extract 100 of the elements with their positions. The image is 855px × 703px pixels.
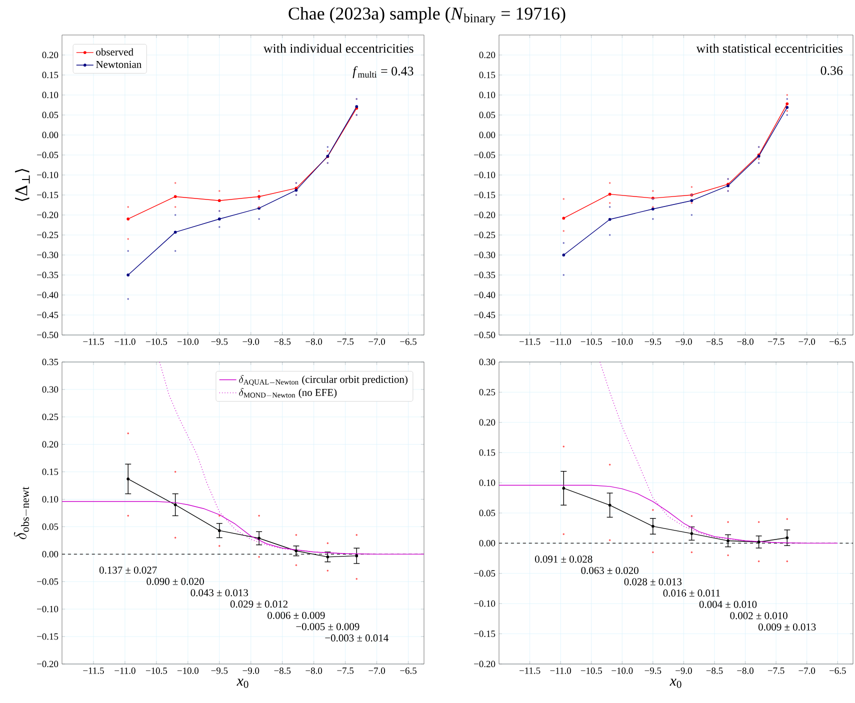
y-tick-label: −0.10 [474,600,496,607]
x-tick-label: −8.0 [737,338,754,345]
chart-title: Chae (2023a) sample (N$_{binary}$ = 19716) [288,7,566,25]
annotation: 0.090 ± 0.020 [146,578,204,586]
x-tick-label: −8.0 [737,668,754,674]
y-tick-label: −0.30 [474,252,496,258]
y-tick-label: −0.15 [474,192,496,198]
y-tick-label: 0.05 [42,524,58,530]
x-tick-label: −6.5 [830,668,846,674]
annotation: with statistical eccentricities [696,44,843,53]
y-tick-label: 0.00 [479,540,496,546]
x-tick-label: −10.0 [177,338,199,345]
legend-label: $\delta_{\mathrm{AQUAL}-\mathrm{Newton}}\ \mbox{(circular orbit prediction)}$ [239,375,408,386]
x-tick-label: −8.0 [306,338,322,345]
y-tick-label: 0.05 [42,112,58,118]
y-tick-label: −0.20 [474,212,496,218]
annotation: 0.016 ± 0.011 [663,590,720,597]
y-tick-label: 0.10 [479,92,496,98]
y-tick-label: 0.15 [42,72,58,78]
y-tick-label: −0.20 [37,660,58,668]
x-tick-label: −10.5 [580,338,602,345]
annotation: 0.063 ± 0.020 [581,566,638,574]
y-tick-label: −0.50 [474,332,496,338]
y-tick-label: −0.30 [37,252,58,258]
x-tick-label: −11.5 [519,668,540,674]
y-tick-label: −0.15 [37,633,58,640]
x-tick-label: −6.5 [830,338,846,345]
y-tick-label: −0.05 [474,152,496,158]
x-tick-label: −9.5 [211,338,228,345]
y-tick-label: 0.00 [479,132,496,138]
annotation: 0.002 ± 0.010 [730,612,788,620]
y-tick-label: −0.15 [37,192,58,198]
x-tick-label: −10.5 [580,668,602,674]
annotation: 0.004 ± 0.010 [699,600,757,608]
x-tick-label: −8.5 [274,668,291,674]
y-tick-label: 0.20 [479,419,496,426]
y-tick-label: −0.20 [474,660,496,668]
x-tick-label: −8.5 [706,338,723,345]
x-tick-label: −8.0 [306,668,322,674]
annotation: −0.003 ± 0.014 [325,634,388,642]
y-tick-label: −0.25 [37,232,58,238]
annotation: 0.137 ± 0.027 [99,566,157,574]
annotation: 0.36 [820,66,843,75]
annotation: 0.006 ± 0.009 [268,612,325,619]
annotation: 0.009 ± 0.013 [758,623,816,631]
y-tick-label: 0.10 [479,480,496,486]
x-tick-label: −9.0 [676,338,692,345]
y-tick-label: 0.05 [479,112,496,118]
x-tick-label: −10.0 [612,668,633,674]
y-tick-label: 0.00 [42,550,58,558]
y-tick-label: 0.00 [42,132,58,138]
y-tick-label: 0.20 [479,52,496,58]
x-tick-label: −11.0 [114,338,136,345]
x-tick-label: −11.5 [519,338,540,345]
x-tick-label: −10.5 [146,668,168,674]
x-axis-title: x$_{0}$ [236,678,248,688]
x-tick-label: −7.5 [337,668,354,674]
y-tick-label: 0.35 [42,358,58,366]
x-tick-label: −7.5 [768,668,784,674]
y-tick-label: −0.45 [474,312,496,318]
y-tick-label: 0.15 [42,468,58,476]
y-tick-label: 0.30 [479,358,496,366]
x-tick-label: −7.5 [337,338,354,345]
y-tick-label: −0.25 [474,232,496,238]
x-axis-title: x$_{0}$ [670,678,682,688]
y-tick-label: 0.25 [42,414,58,420]
x-tick-label: −11.0 [550,668,571,674]
x-tick-label: −9.5 [644,668,662,674]
y-tick-label: 0.20 [42,441,58,448]
y-tick-label: 0.15 [479,449,496,456]
y-tick-label: −0.35 [474,272,496,278]
y-tick-label: 0.30 [42,386,58,393]
x-tick-label: −7.0 [798,668,816,674]
y-tick-label: −0.50 [37,332,58,338]
x-tick-label: −7.0 [368,668,386,674]
x-tick-label: −11.5 [83,668,104,674]
y-tick-label: 0.10 [42,496,58,502]
y-tick-label: −0.10 [37,172,58,178]
y-tick-label: −0.40 [474,292,496,298]
x-tick-label: −7.5 [768,338,784,345]
legend-label: Newtonian [96,60,142,68]
y-axis-title: ⟨Δ$_{⊥}$⟩ [15,168,30,202]
y-tick-label: 0.10 [42,92,58,98]
x-tick-label: −10.0 [612,338,633,345]
legend-label: $\delta_{\mathrm{MOND}-\mathrm{Newton}}\ \mbox{(no EFE)}$ [239,388,337,398]
x-tick-label: −9.0 [676,668,692,674]
annotation: 0.029 ± 0.012 [230,600,288,608]
y-tick-label: −0.05 [37,152,58,158]
x-tick-label: −9.5 [211,668,228,674]
annotation: 0.091 ± 0.028 [535,556,592,563]
y-tick-label: 0.05 [479,510,496,516]
x-tick-label: −8.5 [706,668,723,674]
y-axis-title: $\delta_{\mathrm{obs}-\mathrm{newt}}$ [14,486,29,540]
y-tick-label: −0.05 [37,578,58,585]
x-tick-label: −8.5 [274,338,291,345]
annotation: −0.005 ± 0.009 [296,623,360,630]
y-tick-label: −0.35 [37,272,58,278]
legend-label: observed [96,48,134,56]
y-tick-label: 0.15 [479,72,496,78]
x-tick-label: −10.0 [177,668,199,674]
